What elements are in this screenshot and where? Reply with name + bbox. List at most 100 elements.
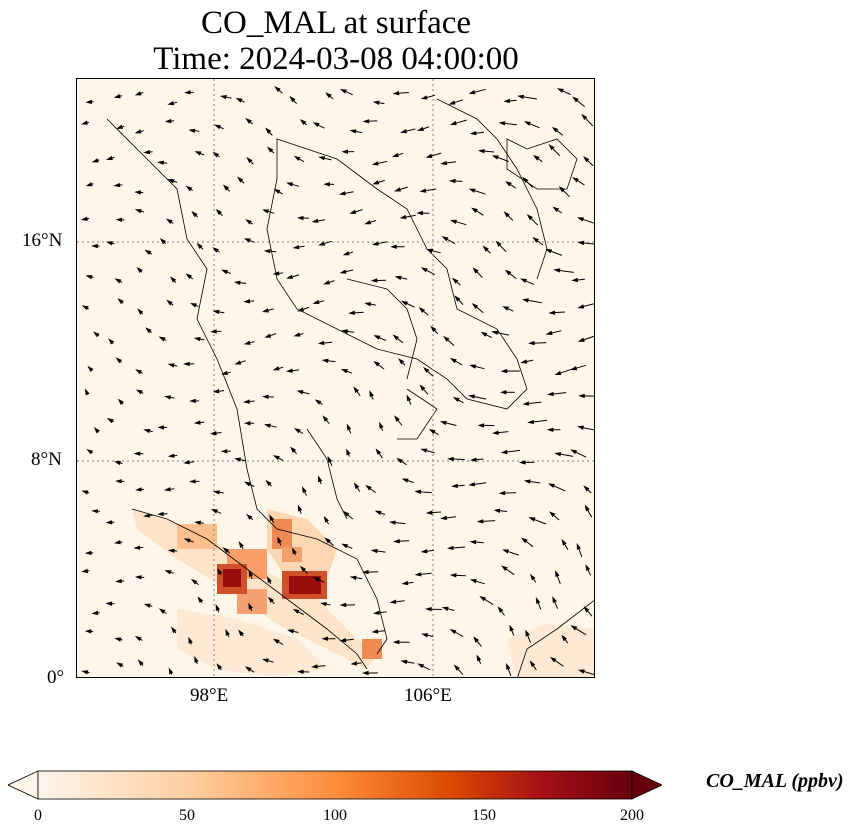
wind-vector-head bbox=[266, 146, 274, 153]
wind-vector-head bbox=[286, 274, 294, 279]
wind-vector-head bbox=[477, 423, 485, 428]
wind-vector-head bbox=[339, 638, 347, 643]
wind-vector-head bbox=[273, 455, 280, 461]
colorbar-tick-50: 50 bbox=[179, 807, 195, 824]
wind-vector-head bbox=[532, 237, 539, 243]
wind-vector-head bbox=[523, 121, 531, 126]
wind-vector-head bbox=[243, 238, 251, 243]
wind-vector-head bbox=[135, 369, 142, 375]
wind-vector-head bbox=[364, 220, 372, 225]
wind-vector-head bbox=[468, 394, 476, 399]
wind-vector-head bbox=[472, 267, 479, 274]
wind-vectors bbox=[80, 86, 594, 677]
wind-vector-head bbox=[325, 92, 332, 99]
wind-vector-head bbox=[549, 656, 557, 663]
wind-vector-head bbox=[220, 448, 228, 454]
wind-vector-head bbox=[237, 176, 244, 183]
wind-vector-head bbox=[164, 570, 172, 575]
wind-vector-head bbox=[243, 481, 251, 487]
wind-vector-head bbox=[471, 303, 479, 309]
wind-vector-head bbox=[327, 455, 333, 463]
wind-vector-head bbox=[570, 449, 578, 455]
wind-vector-head bbox=[91, 610, 99, 616]
wind-vector-head bbox=[324, 537, 331, 544]
wind-vector-head bbox=[183, 538, 191, 543]
wind-vector-head bbox=[194, 520, 201, 525]
wind-vector-head bbox=[548, 483, 555, 489]
wind-vector-arrow bbox=[525, 299, 542, 304]
wind-vector-head bbox=[470, 457, 477, 462]
wind-vector-head bbox=[451, 277, 459, 284]
wind-vector-head bbox=[401, 580, 409, 586]
wind-vector-head bbox=[545, 330, 553, 336]
wind-vector-head bbox=[480, 331, 488, 337]
wind-vector-head bbox=[491, 155, 499, 160]
wind-vector-head bbox=[197, 596, 204, 603]
wind-vector-head bbox=[296, 215, 304, 221]
wind-vector-head bbox=[233, 280, 241, 285]
wind-vector-head bbox=[491, 330, 499, 335]
wind-vector-head bbox=[93, 331, 100, 338]
colorbar-extend-min bbox=[8, 770, 39, 800]
wind-vector-head bbox=[134, 190, 141, 195]
wind-vector-head bbox=[548, 144, 555, 151]
wind-vector-head bbox=[105, 241, 113, 246]
wind-vector-head bbox=[469, 364, 477, 369]
wind-vector-head bbox=[321, 636, 328, 641]
wind-vector-head bbox=[549, 511, 556, 518]
wind-vector-head bbox=[393, 538, 400, 544]
wind-vector-head bbox=[391, 152, 399, 157]
wind-vector-head bbox=[116, 124, 124, 129]
wind-vector-head bbox=[503, 211, 510, 218]
wind-vector-head bbox=[194, 151, 202, 156]
wind-vector-head bbox=[522, 401, 530, 406]
wind-vector-head bbox=[243, 421, 251, 426]
wind-vector-head bbox=[323, 182, 330, 187]
wind-vector-head bbox=[269, 514, 275, 522]
wind-vector-head bbox=[471, 207, 478, 213]
wind-vector-head bbox=[115, 217, 123, 223]
wind-vector-head bbox=[108, 338, 115, 345]
wind-vector-head bbox=[340, 368, 348, 374]
wind-vector-head bbox=[379, 421, 384, 429]
wind-vector-head bbox=[297, 307, 304, 312]
wind-vector-head bbox=[443, 335, 450, 342]
wind-vector-head bbox=[212, 247, 220, 253]
wind-vector-arrow bbox=[558, 368, 574, 375]
wind-vector-head bbox=[576, 542, 582, 550]
wind-vector-head bbox=[440, 160, 448, 166]
wind-vector-head bbox=[500, 368, 508, 374]
co-cell bbox=[282, 547, 302, 562]
wind-vector-head bbox=[113, 540, 121, 545]
wind-vector-head bbox=[342, 251, 350, 256]
wind-vector-head bbox=[84, 629, 92, 634]
wind-vector-head bbox=[453, 664, 460, 671]
wind-vector-head bbox=[577, 669, 585, 674]
wind-vector-head bbox=[584, 504, 590, 512]
wind-vector-head bbox=[263, 423, 271, 428]
wind-vector-head bbox=[441, 606, 449, 612]
wind-vector-head bbox=[506, 663, 511, 670]
wind-vector-head bbox=[349, 129, 357, 134]
wind-vector-head bbox=[87, 365, 94, 373]
wind-vector-head bbox=[452, 397, 460, 403]
wind-vector-head bbox=[184, 90, 191, 95]
co-cell bbox=[177, 524, 217, 549]
wind-vector-head bbox=[244, 666, 252, 672]
wind-vector-head bbox=[263, 249, 271, 254]
wind-vector-head bbox=[293, 332, 301, 337]
wind-vector-head bbox=[114, 637, 122, 642]
wind-vector-head bbox=[477, 148, 485, 154]
wind-vector-head bbox=[517, 94, 525, 100]
wind-vector-head bbox=[392, 639, 400, 645]
wind-vector-head bbox=[223, 184, 230, 191]
wind-vector-head bbox=[167, 101, 175, 106]
wind-vector-head bbox=[321, 358, 329, 364]
wind-vector-head bbox=[552, 596, 557, 604]
wind-vector-head bbox=[115, 578, 122, 584]
wind-vector-head bbox=[518, 460, 526, 465]
wind-vector-head bbox=[529, 660, 536, 667]
wind-vector-head bbox=[84, 388, 90, 396]
wind-vector-head bbox=[212, 151, 220, 158]
wind-vector-head bbox=[498, 490, 506, 496]
